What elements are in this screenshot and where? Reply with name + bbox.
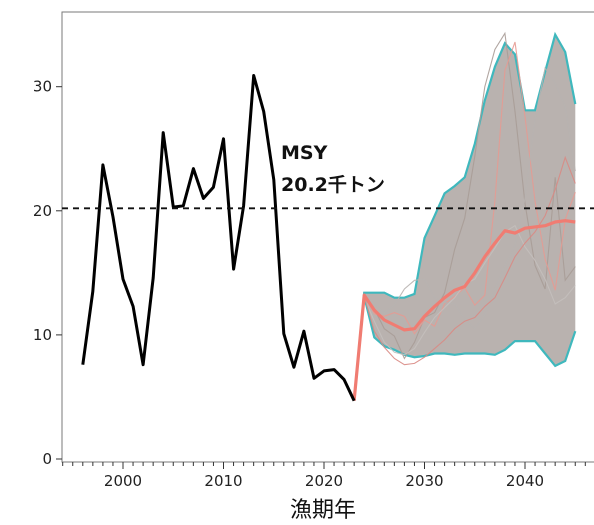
msy-label-line1: MSY [281,142,328,164]
x-tick-label: 2020 [305,472,343,490]
trajectory-line-3 [353,66,576,401]
observed-series-line [81,74,356,402]
x-tick-label: 2000 [104,472,142,490]
median-projection-line [352,219,576,401]
x-axis-title: 漁期年 [290,498,356,523]
x-tick-label: 2030 [405,472,443,490]
y-tick-label: 20 [33,202,52,220]
x-tick-label: 2010 [204,472,242,490]
msy-label-line2: 20.2千トン [281,174,385,196]
median-layer [352,219,576,401]
plot-frame [61,11,594,463]
observed-layer [81,74,356,402]
x-tick-label: 2040 [506,472,544,490]
y-tick-label: 10 [33,326,52,344]
trajectory-line-1 [353,31,576,401]
y-tick-label: 30 [33,78,52,96]
y-tick-label: 0 [42,450,52,468]
projection-band-upper-edge [353,31,577,401]
